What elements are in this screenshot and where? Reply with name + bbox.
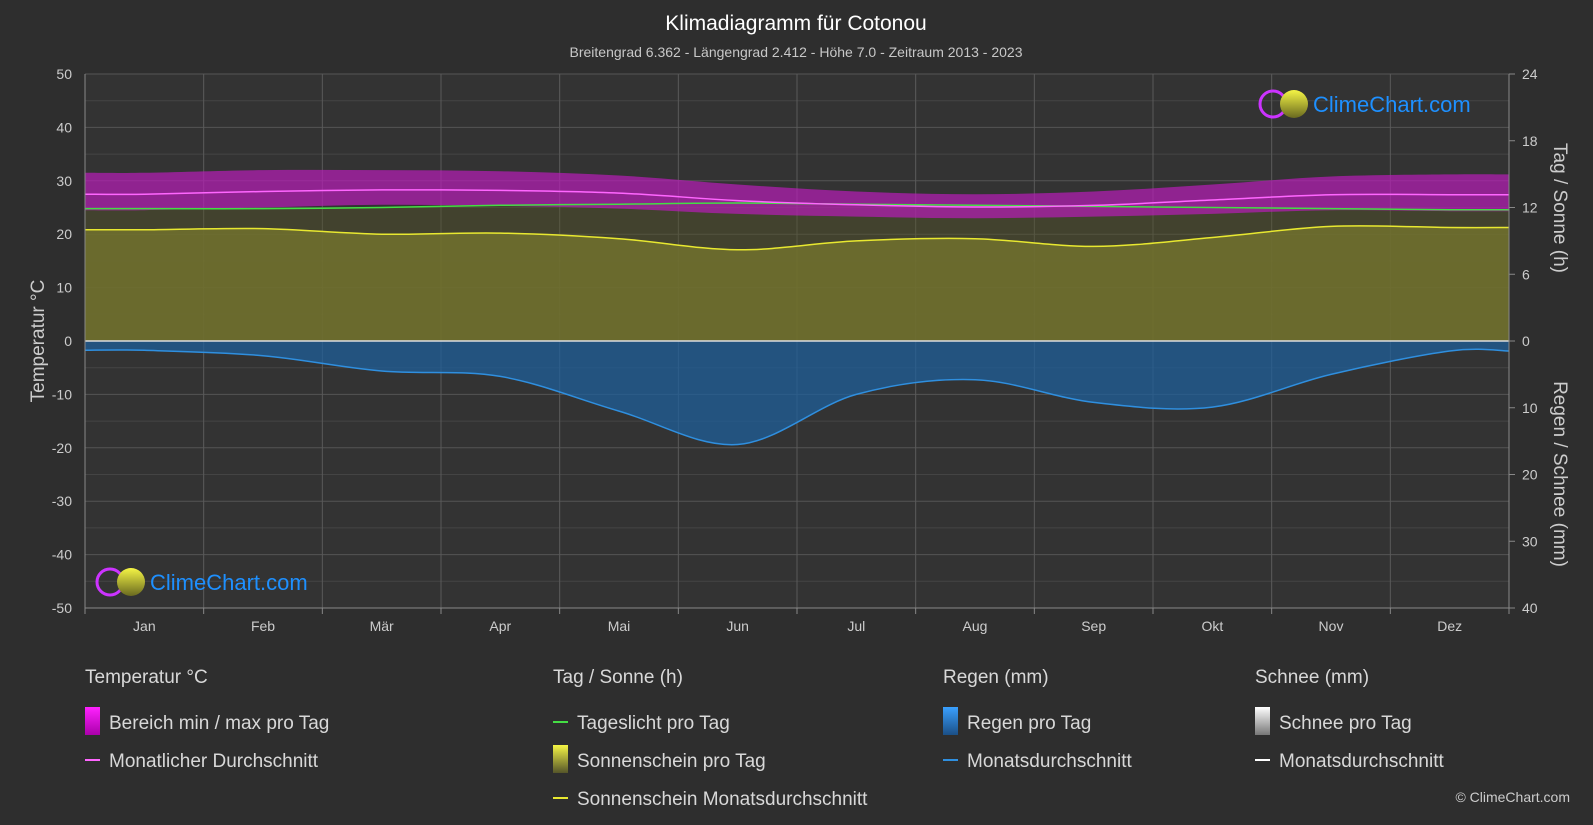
y-left-tick-label: 10	[56, 280, 72, 296]
y-right-top-tick-label: 0	[1522, 333, 1530, 349]
copyright: © ClimeChart.com	[1455, 789, 1570, 805]
y-left-tick-label: 40	[56, 119, 72, 135]
x-tick-label: Jun	[726, 618, 749, 634]
x-tick-label: Apr	[489, 618, 511, 634]
logo-sun-icon	[1280, 90, 1308, 118]
axes: 50 40 30 20 10 0 -10 -20 -30 -40 -50 24 18 12 6 0 10 20 30…	[52, 66, 1538, 634]
legend-swatch-box	[943, 707, 958, 735]
x-tick-label: Dez	[1437, 618, 1462, 634]
legend-heading: Schnee (mm)	[1255, 667, 1369, 688]
y-right-top-tick-label: 6	[1522, 266, 1530, 282]
brand-logo-bottom: ClimeChart.com	[95, 567, 308, 597]
daylight-area	[85, 203, 1509, 341]
brand-name-top: ClimeChart.com	[1313, 92, 1471, 117]
legend-item-label: Regen pro Tag	[967, 713, 1091, 734]
legend-heading: Regen (mm)	[943, 667, 1049, 688]
brand-logo-top: ClimeChart.com	[1258, 89, 1471, 119]
x-tick-label: Jul	[847, 618, 865, 634]
temperature-range-area	[85, 169, 1509, 219]
legend-item-label: Schnee pro Tag	[1279, 713, 1412, 734]
y-left-tick-label: -50	[52, 600, 72, 616]
y-left-tick-label: 20	[56, 226, 72, 242]
y-right-bottom-tick-label: 40	[1522, 600, 1538, 616]
y-right-top-tick-label: 12	[1522, 200, 1538, 216]
x-tick-label: Mär	[370, 618, 394, 634]
y-right-top-tick-label: 24	[1522, 66, 1538, 82]
legend-item-label: Tageslicht pro Tag	[577, 713, 730, 734]
chart-title: Klimadiagramm für Cotonou	[665, 12, 926, 35]
y-left-tick-label: 30	[56, 173, 72, 189]
legend-item-label: Monatlicher Durchschnitt	[109, 751, 319, 772]
legend: Temperatur °C Bereich min / max pro Tag Mo…	[85, 667, 1444, 810]
y-right-bottom-axis-title: Regen / Schnee (mm)	[1549, 381, 1570, 567]
data-lines	[85, 189, 1509, 446]
legend-item-label: Bereich min / max pro Tag	[109, 713, 329, 734]
legend-swatch-box	[1255, 707, 1270, 735]
legend-swatch-box	[553, 745, 568, 773]
y-left-tick-label: 50	[56, 66, 72, 82]
legend-item-label: Sonnenschein Monatsdurchschnitt	[577, 789, 868, 810]
legend-item-label: Monatsdurchschnitt	[1279, 751, 1444, 772]
sunshine-area	[85, 225, 1509, 341]
x-tick-label: Mai	[608, 618, 631, 634]
x-tick-label: Aug	[963, 618, 988, 634]
y-left-axis-title: Temperatur °C	[28, 280, 49, 403]
temperature-mean-line	[85, 189, 1509, 208]
legend-item-label: Monatsdurchschnitt	[967, 751, 1132, 772]
legend-swatch-box	[85, 707, 100, 735]
y-left-tick-label: -40	[52, 547, 72, 563]
legend-heading: Temperatur °C	[85, 667, 208, 688]
y-right-bottom-tick-label: 20	[1522, 467, 1538, 483]
y-left-tick-label: -20	[52, 440, 72, 456]
y-right-top-tick-label: 18	[1522, 133, 1538, 149]
rain-mean-line	[85, 348, 1509, 446]
y-right-bottom-tick-label: 10	[1522, 400, 1538, 416]
x-tick-label: Sep	[1081, 618, 1106, 634]
x-tick-label: Jan	[133, 618, 156, 634]
logo-sun-icon	[117, 568, 145, 596]
sunshine-mean-line	[85, 225, 1509, 251]
brand-name-bottom: ClimeChart.com	[150, 570, 308, 595]
x-tick-label: Nov	[1319, 618, 1344, 634]
x-tick-label: Okt	[1201, 618, 1223, 634]
chart-subtitle: Breitengrad 6.362 - Längengrad 2.412 - H…	[570, 44, 1023, 60]
y-left-tick-label: -30	[52, 493, 72, 509]
data-fills	[85, 169, 1509, 445]
y-right-top-axis-title: Tag / Sonne (h)	[1549, 143, 1570, 273]
legend-heading: Tag / Sonne (h)	[553, 667, 683, 688]
y-right-bottom-tick-label: 30	[1522, 533, 1538, 549]
y-left-tick-label: 0	[64, 333, 72, 349]
x-tick-label: Feb	[251, 618, 275, 634]
legend-item-label: Sonnenschein pro Tag	[577, 751, 766, 772]
rain-area	[85, 341, 1509, 445]
y-left-tick-label: -10	[52, 386, 72, 402]
